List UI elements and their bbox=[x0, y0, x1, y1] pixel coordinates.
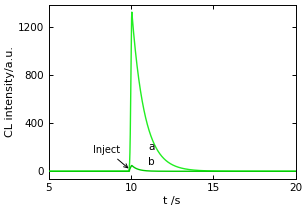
X-axis label: t /s: t /s bbox=[163, 196, 181, 206]
Text: b: b bbox=[148, 157, 155, 167]
Y-axis label: CL intensity/a.u.: CL intensity/a.u. bbox=[5, 46, 15, 137]
Text: a: a bbox=[148, 142, 155, 152]
Text: Inject: Inject bbox=[93, 145, 128, 168]
